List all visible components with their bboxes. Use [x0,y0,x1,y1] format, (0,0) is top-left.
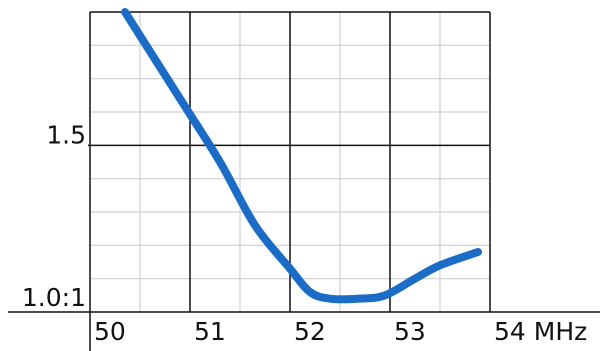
tick-labels: 1.0:1 1.5 50 51 52 53 54 MHz [22,120,587,346]
x-tick-label: 53 [394,317,426,346]
y-tick-label: 1.0:1 [22,283,86,312]
plot-frame [8,11,600,351]
swr-curve [121,8,482,304]
y-tick-label: 1.5 [46,120,86,149]
major-grid [88,12,490,312]
x-tick-label: 52 [294,317,326,346]
x-tick-label: 50 [94,317,126,346]
x-tick-label: 51 [194,317,226,346]
x-tick-label: 54 MHz [494,317,587,346]
series-layer [121,8,482,304]
